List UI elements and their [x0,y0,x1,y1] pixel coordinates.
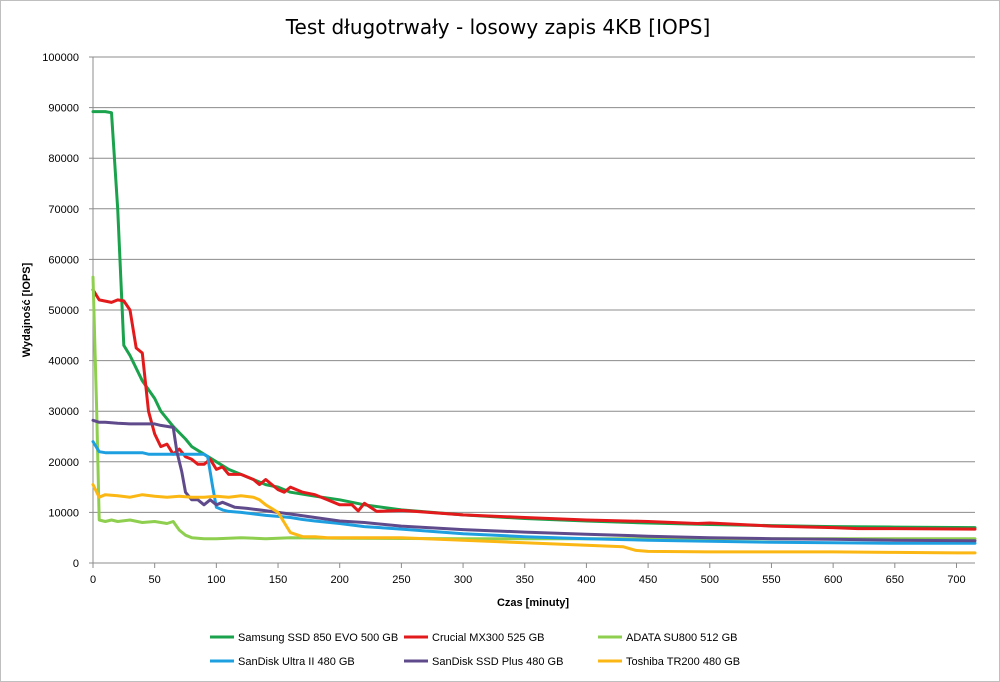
legend-entry: Toshiba TR200 480 GB [626,656,740,668]
x-tick-label: 500 [701,574,719,586]
series-line-3 [91,440,977,545]
y-tick-label: 90000 [48,103,79,115]
legend-entry: SanDisk Ultra II 480 GB [238,656,355,668]
y-axis-ticks: 0 10000 20000 30000 40000 50000 60000 70000 8000… [42,52,93,570]
y-tick-label: 20000 [48,457,79,469]
x-tick-label: 700 [947,574,965,586]
y-tick-label: 80000 [48,153,79,165]
legend-entry: SanDisk SSD Plus 480 GB [432,656,563,668]
y-tick-label: 50000 [48,305,79,317]
y-tick-label: 70000 [48,204,79,216]
x-tick-label: 100 [207,574,225,586]
legend-entry: Samsung SSD 850 EVO 500 GB [238,632,398,644]
x-tick-label: 600 [824,574,842,586]
legend-entry: Crucial MX300 525 GB [432,632,545,644]
x-tick-label: 550 [762,574,780,586]
x-tick-label: 350 [516,574,534,586]
x-axis-label: Czas [minuty] [497,597,569,609]
x-tick-label: 650 [886,574,904,586]
y-tick-label: 30000 [48,406,79,418]
series-line-5 [91,483,977,555]
x-tick-label: 150 [269,574,287,586]
legend-entry: ADATA SU800 512 GB [626,632,737,644]
x-tick-label: 300 [454,574,472,586]
y-tick-label: 60000 [48,254,79,266]
x-tick-label: 250 [392,574,410,586]
y-tick-label: 0 [73,558,79,570]
x-axis-ticks: 0 50 100 150 200 250 300 350 400 450 500 550 600 650 7… [90,563,966,586]
series-line-4 [91,418,977,543]
series-lines [91,110,977,555]
y-tick-label: 10000 [48,507,79,519]
x-tick-label: 450 [639,574,657,586]
x-tick-label: 200 [331,574,349,586]
x-tick-label: 0 [90,574,96,586]
y-axis-label: Wydajność [IOPS] [21,262,33,357]
series-line-0 [91,110,977,530]
gridlines [93,56,975,513]
series-line-2 [91,275,977,541]
x-tick-label: 50 [149,574,161,586]
series-line-1 [91,288,977,531]
x-tick-label: 400 [577,574,595,586]
chart-title: Test długotrwały - losowy zapis 4KB [IOP… [285,15,711,39]
legend: Samsung SSD 850 EVO 500 GB Crucial MX300 … [210,632,740,668]
y-tick-label: 40000 [48,356,79,368]
y-tick-label: 100000 [42,52,79,64]
